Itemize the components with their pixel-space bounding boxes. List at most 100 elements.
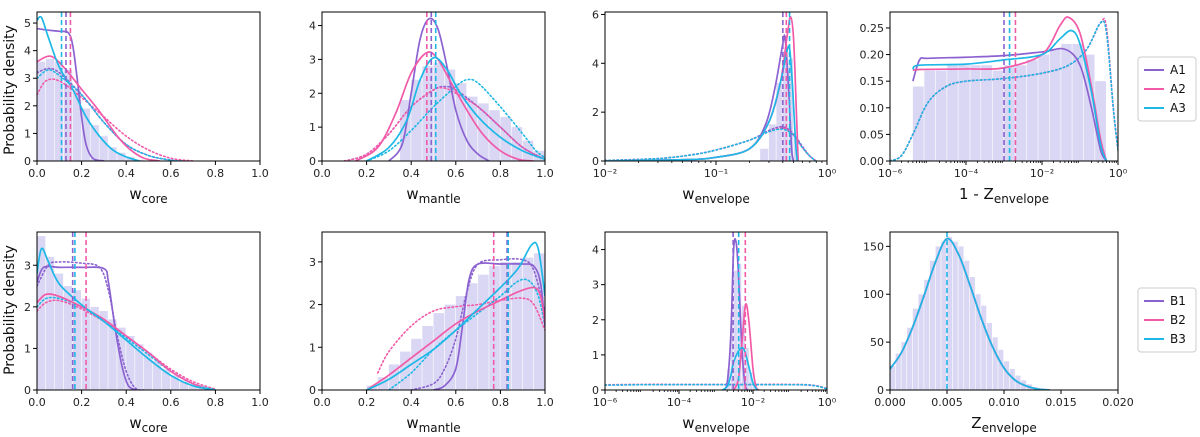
plot-area	[37, 12, 194, 161]
y-tick-label: 0	[592, 384, 599, 397]
axes-frame	[604, 231, 828, 391]
hist-bar	[144, 352, 153, 390]
x-tick-label: 0.0	[313, 396, 331, 409]
x-tick-label: 0.4	[402, 167, 420, 180]
hist-bar	[776, 82, 783, 161]
x-axis-label: 1 - Zenvelope	[959, 185, 1049, 206]
hist-bar	[411, 79, 422, 161]
hist-bar	[952, 241, 958, 390]
series-B1	[721, 237, 749, 390]
panel-w_core_A: 0.0 0.2 0.4 0.6 0.8 1.0 0 1 2 3 4 5 wcore	[24, 11, 269, 206]
hist-bar	[489, 110, 500, 161]
hist-bar	[37, 61, 46, 161]
x-tick-label: 0.2	[358, 167, 376, 180]
legend-2: B1 B2 B3	[1137, 287, 1197, 353]
hist-bar	[135, 344, 144, 390]
plot-area	[605, 232, 827, 390]
y-tick-label: 2	[24, 301, 31, 314]
hist-bar	[727, 368, 731, 390]
x-tick-label: 0.0	[313, 167, 331, 180]
x-tick-label: 0.015	[1045, 396, 1077, 409]
plot-area	[366, 232, 545, 390]
hist-bar	[1049, 49, 1061, 161]
series-A3	[912, 29, 1108, 161]
hist-bar	[511, 261, 523, 390]
hist-bar	[117, 152, 126, 161]
x-tick-label: 10⁻¹	[704, 167, 728, 180]
hist-bar	[924, 279, 930, 390]
hist-bar	[511, 127, 523, 161]
x-tick-label: 0.8	[207, 396, 225, 409]
y-tick-label: 1	[592, 349, 599, 362]
legend-label-A1: A1	[1170, 63, 1186, 77]
x-tick-label: 0.2	[73, 396, 91, 409]
series-A2	[355, 51, 534, 161]
hist-bar	[90, 125, 99, 161]
plot-area	[890, 232, 1051, 390]
hist-bar	[935, 70, 947, 161]
x-tick-label: 0.4	[402, 396, 420, 409]
hist-bar	[941, 241, 947, 390]
hist-bar	[522, 257, 534, 390]
y-tick-label: 150	[863, 240, 884, 253]
hist-bar	[992, 70, 1004, 161]
hist-bar	[54, 61, 64, 161]
hist-bar	[733, 270, 738, 390]
hist-bar	[72, 290, 81, 390]
series-A3	[605, 45, 799, 161]
hist-bar	[433, 62, 445, 161]
x-tick-label: 10⁰	[818, 167, 837, 180]
y-tick-label: 0.00	[860, 155, 885, 168]
panel-one_minus_z_envelope_A: 10⁻⁶ 10⁻⁴ 10⁻² 10⁰ 0.00 0.05 0.10 0.15 0.20 0.25 1…	[860, 11, 1128, 206]
x-tick-label: 0.0	[28, 167, 46, 180]
hist-bar	[890, 366, 896, 390]
y-tick-label: 1	[309, 121, 316, 134]
y-tick-label: 6	[592, 8, 599, 21]
hist-bar	[99, 311, 108, 390]
x-axis-label: Zenvelope	[971, 414, 1036, 435]
hist-bar	[969, 277, 975, 390]
y-tick-label: 0	[24, 155, 31, 168]
x-tick-label: 0.005	[931, 396, 963, 409]
hist-bar	[1061, 43, 1072, 161]
hist-bar	[901, 342, 907, 390]
hist-bar	[444, 69, 456, 161]
hist-bar	[749, 372, 753, 390]
hist-bar	[126, 335, 135, 390]
y-tick-label: 1	[24, 342, 31, 355]
series-A3	[37, 15, 140, 161]
hist-bar	[99, 136, 108, 161]
x-tick-label: 10⁻⁶	[878, 167, 903, 180]
series-A1	[912, 47, 1108, 161]
x-tick-label: 10⁻²	[1030, 167, 1054, 180]
y-tick-label: 3	[309, 53, 316, 66]
hist-bar	[912, 308, 918, 390]
x-axis-label: wmantle	[406, 185, 460, 206]
plot-area	[605, 12, 818, 161]
x-tick-label: 0.4	[117, 396, 135, 409]
ylabel-top: Probability density	[2, 25, 18, 155]
hist-bar	[152, 360, 162, 390]
series-A3p	[605, 128, 818, 161]
hist-bar	[179, 381, 189, 390]
y-tick-label: 1	[24, 127, 31, 140]
hist-bar	[400, 351, 411, 390]
hist-bar	[197, 387, 206, 390]
x-tick-label: 1.0	[251, 167, 269, 180]
hist-bar	[907, 327, 913, 390]
series-A3p	[37, 69, 183, 161]
legend-1: A1 A2 A3	[1137, 56, 1197, 122]
hist-bar	[745, 347, 749, 390]
hist-bar	[1004, 361, 1010, 390]
x-tick-label: 1.0	[536, 167, 554, 180]
hist-bar	[444, 304, 456, 390]
y-tick-label: 2	[592, 314, 599, 327]
x-tick-label: 0.4	[117, 167, 135, 180]
hist-bar	[500, 261, 511, 390]
y-tick-label: 3	[24, 259, 31, 272]
legend-box	[1137, 56, 1197, 122]
hist-bar	[377, 377, 389, 390]
y-tick-label: 4	[24, 45, 31, 58]
